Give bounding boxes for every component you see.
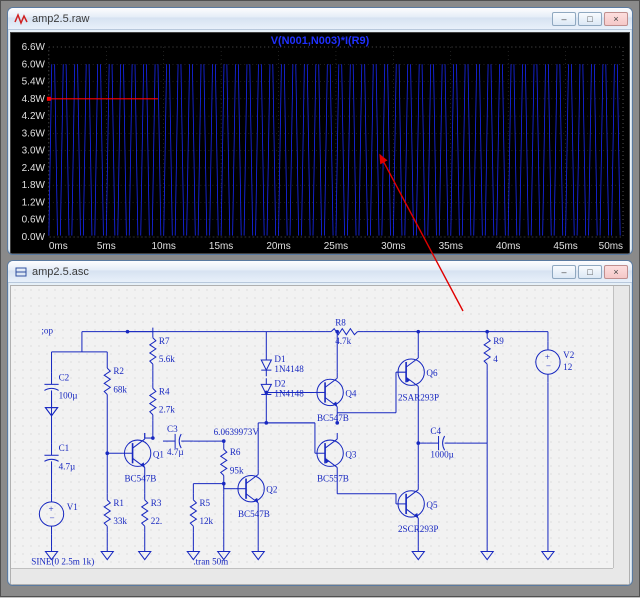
svg-text:R4: R4: [159, 386, 170, 396]
svg-text:12: 12: [563, 362, 573, 372]
close-button[interactable]: ×: [604, 265, 628, 279]
svg-text:33k: 33k: [113, 516, 127, 526]
svg-text:D2: D2: [274, 378, 286, 388]
svg-text:1N4148: 1N4148: [274, 364, 304, 374]
schematic-svg: ;opSINE(0 2.5m 1k).tran 50m+−V1C14.7µC21…: [11, 286, 629, 584]
svg-text:R8: R8: [335, 318, 346, 328]
svg-text:30ms: 30ms: [381, 241, 405, 252]
svg-text:D1: D1: [274, 354, 285, 364]
schematic-icon: [14, 265, 28, 279]
svg-text:6.0W: 6.0W: [22, 59, 46, 70]
svg-text:BC547B: BC547B: [317, 413, 349, 423]
svg-text:;op: ;op: [41, 326, 53, 336]
svg-text:R3: R3: [151, 498, 162, 508]
schematic-canvas[interactable]: ;opSINE(0 2.5m 1k).tran 50m+−V1C14.7µC21…: [10, 285, 630, 585]
svg-text:Q5: Q5: [426, 500, 438, 510]
svg-text:10ms: 10ms: [152, 241, 176, 252]
svg-text:2.4W: 2.4W: [22, 163, 46, 174]
svg-text:1.8W: 1.8W: [22, 180, 46, 191]
minimize-button[interactable]: –: [552, 12, 576, 26]
svg-text:68k: 68k: [113, 384, 127, 394]
svg-text:95k: 95k: [230, 465, 244, 475]
svg-text:4.7µ: 4.7µ: [59, 461, 76, 471]
svg-text:3.0W: 3.0W: [22, 146, 46, 157]
svg-text:5ms: 5ms: [97, 241, 116, 252]
svg-text:3.6W: 3.6W: [22, 128, 46, 139]
close-button[interactable]: ×: [604, 12, 628, 26]
svg-text:50ms: 50ms: [599, 241, 623, 252]
workspace: amp2.5.raw – □ × V(N001,N003)*I(R9) 6.6W…: [0, 0, 640, 597]
schematic-window-title: amp2.5.asc: [32, 266, 552, 278]
svg-text:5.6k: 5.6k: [159, 354, 175, 364]
svg-text:4.8W: 4.8W: [22, 94, 46, 105]
svg-text:R6: R6: [230, 447, 241, 457]
waveform-icon: [14, 12, 28, 26]
svg-text:4.2W: 4.2W: [22, 111, 46, 122]
svg-text:100µ: 100µ: [59, 391, 78, 401]
svg-text:C4: C4: [430, 426, 441, 436]
plot-window: amp2.5.raw – □ × V(N001,N003)*I(R9) 6.6W…: [7, 7, 633, 255]
svg-text:2.7k: 2.7k: [159, 405, 175, 415]
svg-text:Q1: Q1: [153, 449, 164, 459]
svg-text:Q6: Q6: [426, 368, 438, 378]
svg-text:45ms: 45ms: [553, 241, 577, 252]
svg-text:1.2W: 1.2W: [22, 197, 46, 208]
svg-text:6.6W: 6.6W: [22, 42, 46, 53]
svg-text:12k: 12k: [199, 516, 213, 526]
svg-text:−: −: [546, 361, 551, 371]
svg-text:Q4: Q4: [345, 389, 357, 399]
svg-text:6.0639973V: 6.0639973V: [214, 427, 260, 437]
svg-text:15ms: 15ms: [209, 241, 233, 252]
svg-text:BC547B: BC547B: [238, 509, 270, 519]
svg-text:5.4W: 5.4W: [22, 77, 46, 88]
svg-text:4.7µ: 4.7µ: [167, 447, 184, 457]
maximize-button[interactable]: □: [578, 12, 602, 26]
svg-text:C1: C1: [59, 443, 70, 453]
svg-text:4: 4: [493, 354, 498, 364]
trace-label: V(N001,N003)*I(R9): [271, 35, 370, 47]
svg-text:0.6W: 0.6W: [22, 215, 46, 226]
svg-text:R5: R5: [199, 498, 210, 508]
svg-text:R9: R9: [493, 336, 504, 346]
svg-text:40ms: 40ms: [496, 241, 520, 252]
plot-svg: V(N001,N003)*I(R9) 6.6W 6.0W 5.4W 4.8W 4.2W 3…: [11, 33, 629, 253]
plot-titlebar[interactable]: amp2.5.raw – □ ×: [8, 8, 632, 30]
svg-text:1000µ: 1000µ: [430, 449, 453, 459]
svg-text:20ms: 20ms: [266, 241, 290, 252]
svg-text:R2: R2: [113, 366, 124, 376]
svg-text:−: −: [49, 513, 54, 523]
svg-text:R7: R7: [159, 336, 170, 346]
svg-text:1N4148: 1N4148: [274, 389, 304, 399]
svg-text:25ms: 25ms: [324, 241, 348, 252]
svg-text:BC547B: BC547B: [124, 474, 156, 484]
svg-text:C2: C2: [59, 372, 70, 382]
svg-text:0.0W: 0.0W: [22, 232, 46, 243]
maximize-button[interactable]: □: [578, 265, 602, 279]
svg-text:BC557B: BC557B: [317, 474, 349, 484]
minimize-button[interactable]: –: [552, 265, 576, 279]
svg-text:V2: V2: [563, 350, 575, 360]
svg-text:22.: 22.: [151, 516, 162, 526]
plot-area[interactable]: V(N001,N003)*I(R9) 6.6W 6.0W 5.4W 4.8W 4.2W 3…: [10, 32, 630, 254]
svg-text:Q2: Q2: [266, 485, 278, 495]
plot-window-title: amp2.5.raw: [32, 13, 552, 25]
schematic-titlebar[interactable]: amp2.5.asc – □ ×: [8, 261, 632, 283]
svg-text:C3: C3: [167, 424, 178, 434]
svg-text:0ms: 0ms: [49, 241, 68, 252]
svg-text:35ms: 35ms: [439, 241, 463, 252]
svg-text:Q3: Q3: [345, 449, 357, 459]
svg-text:V1: V1: [67, 502, 78, 512]
svg-text:R1: R1: [113, 498, 124, 508]
schematic-window: amp2.5.asc – □ × ;opSINE(0 2.5m 1k).tran…: [7, 260, 633, 586]
svg-text:SINE(0 2.5m 1k): SINE(0 2.5m 1k): [31, 557, 94, 567]
